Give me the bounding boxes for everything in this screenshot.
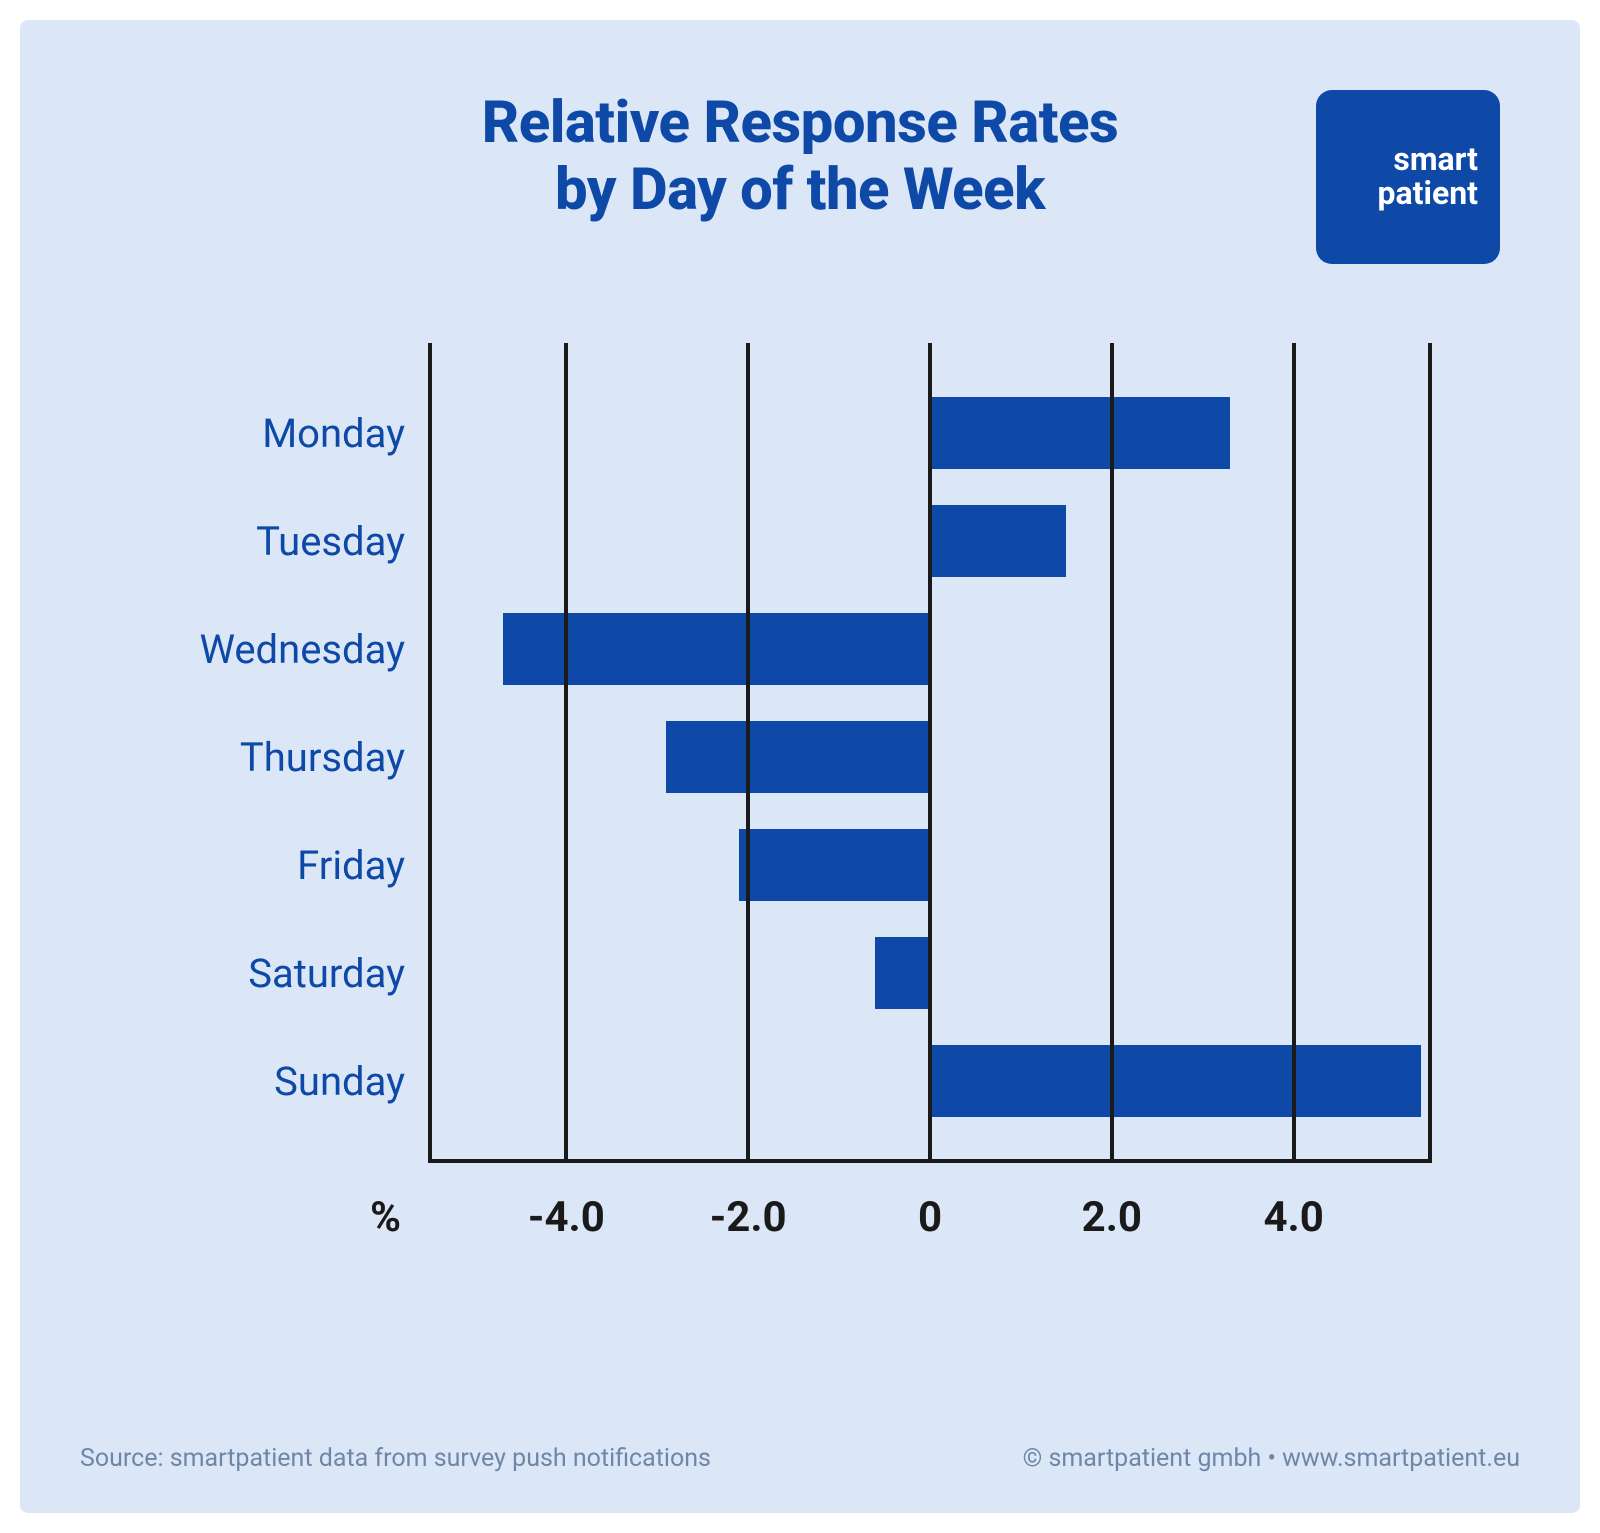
- gridline: [1292, 343, 1296, 1163]
- y-label: Sunday: [170, 1031, 415, 1131]
- source-text: Source: smartpatient data from survey pu…: [80, 1444, 711, 1473]
- title-line-2: by Day of the Week: [555, 156, 1045, 224]
- gridline: [428, 343, 432, 1163]
- gridline: [564, 343, 568, 1163]
- x-tick-label: 2.0: [1082, 1193, 1142, 1242]
- y-label: Saturday: [170, 923, 415, 1023]
- y-label: Wednesday: [170, 599, 415, 699]
- gridline: [746, 343, 750, 1163]
- bar: [875, 937, 930, 1009]
- x-axis-unit: %: [370, 1193, 401, 1242]
- chart-title: Relative Response Rates by Day of the We…: [482, 90, 1119, 223]
- header: Relative Response Rates by Day of the We…: [100, 90, 1500, 223]
- footer: Source: smartpatient data from survey pu…: [80, 1444, 1520, 1473]
- y-axis-labels: MondayTuesdayWednesdayThursdayFridaySatu…: [170, 383, 415, 1139]
- x-tick-label: 0: [918, 1193, 942, 1242]
- y-label: Monday: [170, 383, 415, 483]
- x-tick-label: 4.0: [1263, 1193, 1323, 1242]
- title-line-1: Relative Response Rates: [482, 89, 1119, 157]
- y-label: Tuesday: [170, 491, 415, 591]
- bar: [666, 721, 930, 793]
- gridline: [1428, 343, 1432, 1163]
- logo-text-1: smart: [1393, 143, 1478, 177]
- y-label: Friday: [170, 815, 415, 915]
- bar: [739, 829, 930, 901]
- x-tick-label: -4.0: [528, 1193, 605, 1242]
- bar: [930, 1045, 1421, 1117]
- copyright-text: © smartpatient gmbh • www.smartpatient.e…: [1023, 1444, 1520, 1473]
- bar: [930, 397, 1230, 469]
- chart-card: Relative Response Rates by Day of the We…: [20, 20, 1580, 1513]
- logo-text-2: patient: [1378, 177, 1478, 211]
- brand-logo: smart patient: [1316, 90, 1500, 264]
- gridline: [928, 343, 932, 1163]
- bar: [930, 505, 1066, 577]
- gridline: [1110, 343, 1114, 1163]
- plot-region: [430, 343, 1430, 1163]
- x-tick-label: -2.0: [710, 1193, 787, 1242]
- y-label: Thursday: [170, 707, 415, 807]
- chart-area: MondayTuesdayWednesdayThursdayFridaySatu…: [170, 343, 1430, 1243]
- x-axis-labels: -4.0 -2.0 0 2.0 4.0: [430, 1183, 1430, 1243]
